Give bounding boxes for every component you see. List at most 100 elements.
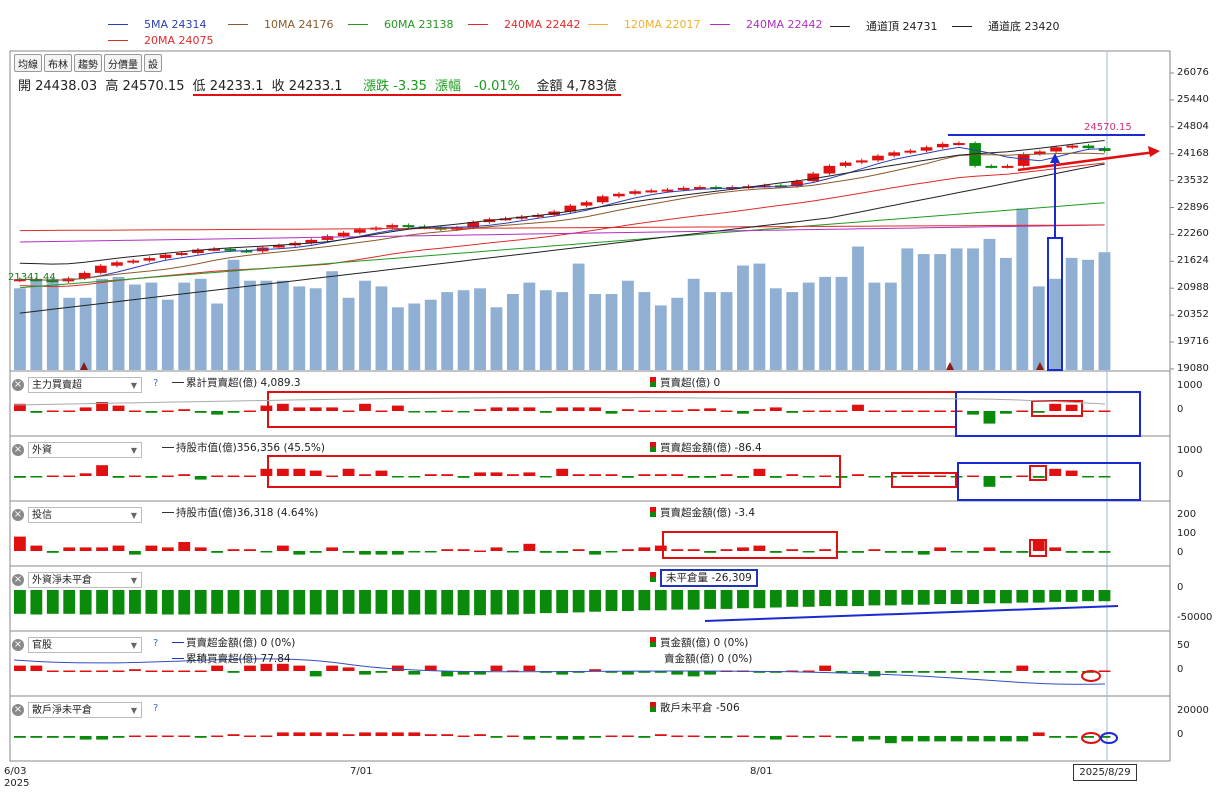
close-icon[interactable]: × <box>12 574 24 586</box>
flow-bar <box>572 474 585 476</box>
candle-body <box>1001 165 1014 168</box>
flow-bar <box>1065 590 1078 602</box>
flow-bar <box>967 736 979 742</box>
close-icon[interactable]: × <box>12 509 24 521</box>
flow-bar <box>654 474 667 476</box>
y-tick-label: 19716 <box>1177 336 1209 347</box>
arrow-head <box>1050 153 1060 163</box>
flow-bar <box>63 590 76 614</box>
close-icon[interactable]: × <box>12 379 24 391</box>
flow-bar <box>441 549 454 551</box>
settings-button[interactable]: 設 <box>144 54 162 72</box>
flow-bar <box>342 468 355 476</box>
candle-body <box>1066 145 1079 148</box>
y-tick-label: 20352 <box>1177 309 1209 321</box>
volume-bar <box>917 254 930 370</box>
ma60-line <box>19 202 1105 289</box>
volume-bar <box>276 280 289 370</box>
indicator-select[interactable]: 主力買賣超 ▼ <box>28 377 142 393</box>
flow-bar <box>1098 476 1111 478</box>
indicator-select[interactable]: 外資淨未平倉 ▼ <box>28 572 142 588</box>
legend-item-120ma: 120MA 22017 <box>588 18 701 31</box>
flow-bar <box>30 665 43 671</box>
flow-bar <box>391 476 404 478</box>
flow-bar <box>1049 671 1062 673</box>
flow-bar <box>276 590 289 615</box>
close-icon[interactable]: × <box>12 704 24 716</box>
flow-bar <box>884 590 897 606</box>
indicator-select[interactable]: 外資 ▼ <box>28 442 142 458</box>
x-label-0603: 6/03 <box>4 766 27 777</box>
panel-y-tick-label: 0 <box>1177 547 1184 558</box>
flow-bar <box>112 545 125 551</box>
flow-bar <box>835 410 848 412</box>
flow-bar <box>1049 547 1062 551</box>
flow-bar <box>145 476 158 478</box>
flow-bar <box>934 671 947 673</box>
volume-bar <box>96 278 108 370</box>
candle-body <box>14 279 26 282</box>
annotation-box <box>1029 465 1047 481</box>
flow-bar <box>983 476 996 487</box>
flow-bar <box>786 549 799 551</box>
flow-bar <box>1065 551 1078 553</box>
close-icon[interactable]: × <box>12 639 24 651</box>
flow-bar <box>884 410 897 412</box>
flow-bar <box>161 735 174 737</box>
ma-legend: 5MA 24314 10MA 24176 60MA 23138 240MA 22… <box>0 0 1231 50</box>
flow-bar <box>572 549 585 551</box>
volume-bar <box>753 263 766 370</box>
chevron-down-icon: ▼ <box>130 511 137 520</box>
indicator-select-value: 官股 <box>32 640 52 651</box>
panel-y-tick-label: 0 <box>1177 582 1184 593</box>
flow-bar <box>79 670 92 672</box>
panel-text-oi: 散戶未平倉 -506 <box>650 700 740 715</box>
flow-bar <box>1049 590 1062 602</box>
flow-bar <box>1032 590 1045 603</box>
flow-bar <box>326 475 339 477</box>
volume-bar <box>46 278 59 370</box>
flow-bar <box>211 411 224 415</box>
bar-marker <box>650 637 656 647</box>
help-icon[interactable]: ? <box>153 378 159 389</box>
candle-body <box>321 236 334 240</box>
indicator-select[interactable]: 散戶淨未平倉 ▼ <box>28 702 142 718</box>
indicator-select[interactable]: 投信 ▼ <box>28 507 142 523</box>
volume-bar <box>671 297 684 370</box>
flow-bar <box>260 735 273 737</box>
panel-text-holding: 持股市值(億)36,318 (4.64%) <box>162 505 318 520</box>
flow-bar <box>720 549 733 551</box>
flow-bar <box>1016 590 1029 603</box>
y-tick-label: 21624 <box>1177 255 1209 267</box>
flow-bar <box>46 475 59 477</box>
help-icon[interactable]: ? <box>153 638 159 649</box>
legend-label: 60MA 23138 <box>384 18 454 31</box>
bollinger-button[interactable]: 布林 <box>44 54 72 72</box>
flow-bar <box>589 474 601 476</box>
trend-button[interactable]: 趨勢 <box>74 54 102 72</box>
flow-bar <box>96 465 108 476</box>
close-icon[interactable]: × <box>12 444 24 456</box>
volume-profile-button[interactable]: 分價量 <box>104 54 142 72</box>
flow-bar <box>605 551 618 553</box>
volume-bar <box>556 292 569 370</box>
flow-bar <box>523 590 536 614</box>
x-label-0801: 8/01 <box>750 766 773 777</box>
flow-bar <box>145 590 158 614</box>
flow-bar <box>490 736 503 738</box>
flow-bar <box>424 474 437 476</box>
ma-button[interactable]: 均線 <box>14 54 42 72</box>
candle-body <box>855 160 868 163</box>
flow-bar <box>687 409 700 411</box>
volume-bar <box>1049 278 1062 370</box>
flow-bar <box>309 551 322 553</box>
help-icon[interactable]: ? <box>153 703 159 714</box>
indicator-select-value: 外資 <box>32 445 52 456</box>
indicator-select[interactable]: 官股 ▼ <box>28 637 142 653</box>
chevron-down-icon: ▼ <box>130 576 137 585</box>
flow-bar <box>145 670 158 672</box>
flow-bar <box>326 665 339 671</box>
flow-bar <box>786 735 799 737</box>
flow-bar <box>457 735 470 737</box>
